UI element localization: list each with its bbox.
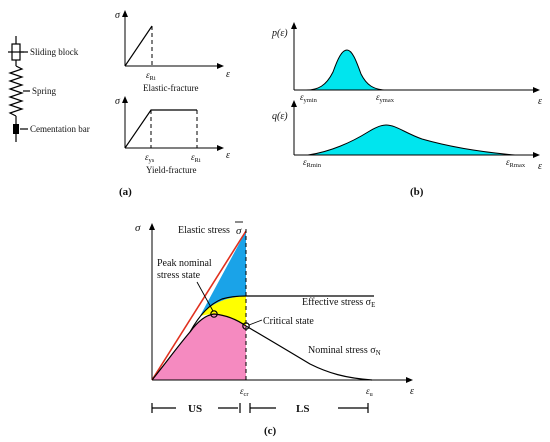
p-x-arrow bbox=[533, 87, 540, 93]
panel-c: σ ε Elastic stress σ Peak nominal stress… bbox=[135, 221, 414, 437]
nominal-stress-curve bbox=[151, 313, 373, 381]
elastic-y-arrow bbox=[122, 10, 128, 17]
panel-b-label: (b) bbox=[410, 186, 424, 198]
elastic-x-label: ε bbox=[226, 69, 230, 80]
peak-leader bbox=[196, 281, 214, 312]
elastic-y-label: σ bbox=[115, 10, 121, 21]
q-x-label: ε bbox=[538, 161, 542, 172]
cementation-bar-shape bbox=[13, 124, 19, 134]
c-tick-eu: εu bbox=[366, 386, 374, 398]
p-y-arrow bbox=[291, 22, 297, 29]
effective-stress-curve bbox=[189, 295, 374, 333]
q-tick-eRmin: εRmin bbox=[303, 157, 322, 169]
label-ls: LS bbox=[296, 403, 309, 415]
q-x-arrow bbox=[533, 152, 540, 158]
elastic-caption: Elastic-fracture bbox=[143, 83, 198, 93]
q-distribution-area bbox=[307, 124, 516, 156]
region-pink bbox=[152, 314, 246, 380]
region-blue bbox=[200, 231, 246, 316]
label-cementation-bar: Cementation bar bbox=[30, 124, 90, 134]
yield-x-label: ε bbox=[226, 150, 230, 161]
yield-tick-eys: εys bbox=[145, 152, 155, 164]
critical-state-marker bbox=[242, 322, 250, 330]
elastic-curve bbox=[124, 25, 153, 67]
yield-fracture-plot: σ ε εys εRi Yield-fracture bbox=[115, 96, 230, 175]
label-elastic-stress: Elastic stress bbox=[178, 225, 230, 236]
c-y-label: σ bbox=[135, 222, 141, 234]
label-nominal-stress: Nominal stress σN bbox=[308, 345, 381, 357]
label-peak-line1: Peak nominal bbox=[157, 258, 212, 269]
q-tick-eRmax: εRmax bbox=[506, 157, 526, 169]
p-tick-eymin: εymin bbox=[300, 92, 318, 104]
critical-leader bbox=[248, 319, 263, 326]
yield-caption: Yield-fracture bbox=[146, 165, 196, 175]
panel-b: p(ε) ε εymin εymax q(ε) ε εRmin εRmax (b… bbox=[271, 22, 542, 198]
q-distribution-plot: q(ε) ε εRmin εRmax bbox=[272, 100, 542, 172]
label-us: US bbox=[188, 403, 202, 415]
rheology-element: Sliding block Spring Cementation bar bbox=[8, 36, 90, 142]
p-distribution-plot: p(ε) ε εymin εymax bbox=[271, 22, 542, 107]
panel-a: Sliding block Spring Cementation bar σ ε… bbox=[8, 10, 230, 198]
p-x-label: ε bbox=[538, 96, 542, 107]
label-sliding-block: Sliding block bbox=[30, 47, 79, 57]
peak-nominal-marker bbox=[210, 310, 218, 318]
q-y-arrow bbox=[291, 100, 297, 107]
p-distribution-area bbox=[305, 49, 385, 91]
label-sigma-bar: σ bbox=[236, 225, 242, 237]
c-y-arrow bbox=[149, 223, 155, 230]
p-tick-eymax: εymax bbox=[376, 92, 395, 104]
label-critical-state: Critical state bbox=[263, 316, 314, 327]
panel-c-label: (c) bbox=[264, 425, 277, 437]
elastic-tick-eRi: εRi bbox=[146, 70, 156, 82]
yield-x-arrow bbox=[217, 145, 224, 151]
c-x-arrow bbox=[406, 377, 413, 383]
yield-tick-eRi: εRi bbox=[191, 152, 201, 164]
label-spring: Spring bbox=[32, 86, 57, 96]
p-y-label: p(ε) bbox=[271, 28, 288, 39]
panel-a-label: (a) bbox=[119, 186, 132, 198]
c-tick-ecr: εcr bbox=[240, 386, 249, 398]
elastic-stress-line bbox=[151, 230, 247, 381]
yield-y-label: σ bbox=[115, 96, 121, 107]
yield-y-arrow bbox=[122, 96, 128, 103]
us-ls-brackets: US LS bbox=[151, 403, 369, 415]
label-effective-stress: Effective stress σE bbox=[302, 297, 375, 309]
elastic-fracture-plot: σ ε εRi Elastic-fracture bbox=[115, 10, 230, 93]
yield-curve bbox=[124, 109, 197, 149]
label-peak-line2: stress state bbox=[157, 270, 201, 281]
elastic-x-arrow bbox=[217, 63, 224, 69]
region-yellow bbox=[200, 296, 246, 326]
q-y-label: q(ε) bbox=[272, 111, 288, 122]
spring-shape bbox=[8, 65, 24, 117]
c-x-label: ε bbox=[410, 386, 414, 397]
